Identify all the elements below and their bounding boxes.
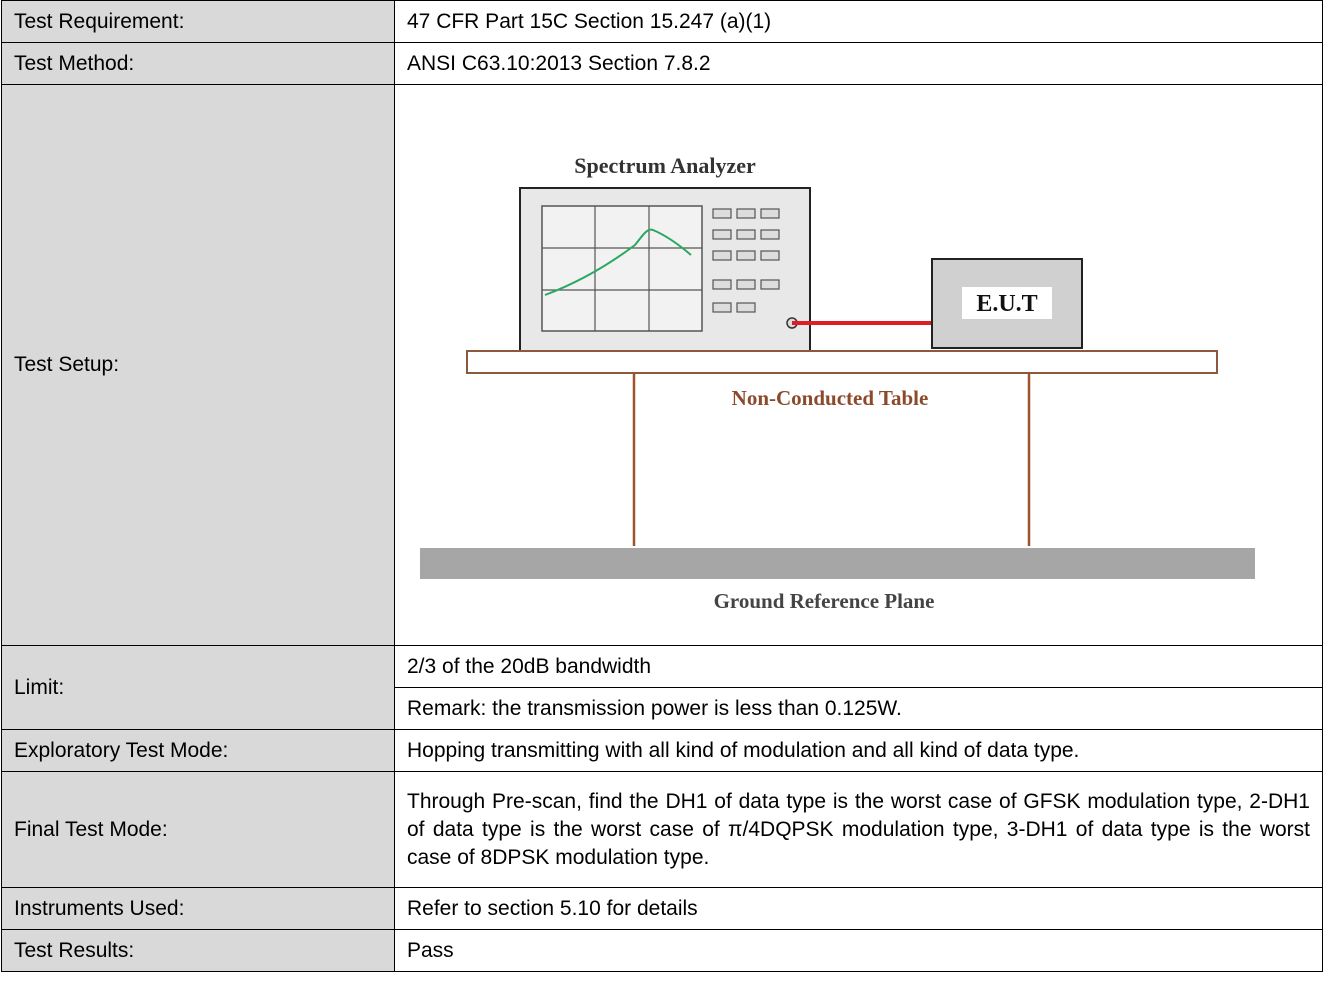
row: Instruments Used: Refer to section 5.10 …: [1, 887, 1323, 930]
row-value: 2/3 of the 20dB bandwidth: [394, 645, 1323, 688]
row: Final Test Mode: Through Pre-scan, find …: [1, 771, 1323, 888]
ground-plane: [420, 548, 1255, 579]
analyzer-buttons: [712, 208, 780, 313]
row-value: Remark: the transmission power is less t…: [394, 687, 1323, 730]
row: Exploratory Test Mode: Hopping transmitt…: [1, 729, 1323, 772]
test-table: Test Requirement: 47 CFR Part 15C Sectio…: [1, 0, 1323, 972]
row-label: Test Results:: [1, 929, 395, 972]
analyzer-label: Spectrum Analyzer: [574, 153, 756, 178]
setup-cell: E.U.T Spectrum Analyzer Non-Conducted Ta…: [394, 84, 1323, 646]
analyzer-screen: [541, 205, 703, 332]
trace: [544, 228, 692, 296]
eut-label: E.U.T: [976, 291, 1037, 317]
row-label: Limit:: [1, 645, 395, 730]
setup-diagram: E.U.T Spectrum Analyzer Non-Conducted Ta…: [420, 153, 1255, 613]
row-value: Hopping transmitting with all kind of mo…: [394, 729, 1323, 772]
row-label: Test Setup:: [1, 84, 395, 646]
row: Test Requirement: 47 CFR Part 15C Sectio…: [1, 0, 1323, 43]
row-label: Exploratory Test Mode:: [1, 729, 395, 772]
screen-grid: [542, 206, 702, 331]
row: Test Results: Pass: [1, 929, 1323, 972]
table-label: Non-Conducted Table: [732, 386, 929, 410]
eut-label-bg: [962, 287, 1052, 319]
row-label: Test Requirement:: [1, 0, 395, 43]
row: Test Setup:: [1, 84, 1323, 646]
row-label: Test Method:: [1, 42, 395, 85]
row-value: Through Pre-scan, find the DH1 of data t…: [394, 771, 1323, 888]
row-value: 47 CFR Part 15C Section 15.247 (a)(1): [394, 0, 1323, 43]
row-label: Instruments Used:: [1, 887, 395, 930]
row: Test Method: ANSI C63.10:2013 Section 7.…: [1, 42, 1323, 85]
row-label: Final Test Mode:: [1, 771, 395, 888]
row-value: Pass: [394, 929, 1323, 972]
row: Remark: the transmission power is less t…: [2, 687, 1323, 730]
table-top: [466, 350, 1218, 374]
row-value: Refer to section 5.10 for details: [394, 887, 1323, 930]
row-value: ANSI C63.10:2013 Section 7.8.2: [394, 42, 1323, 85]
ground-label: Ground Reference Plane: [714, 589, 935, 613]
row: Limit: 2/3 of the 20dB bandwidth: [1, 645, 1323, 730]
